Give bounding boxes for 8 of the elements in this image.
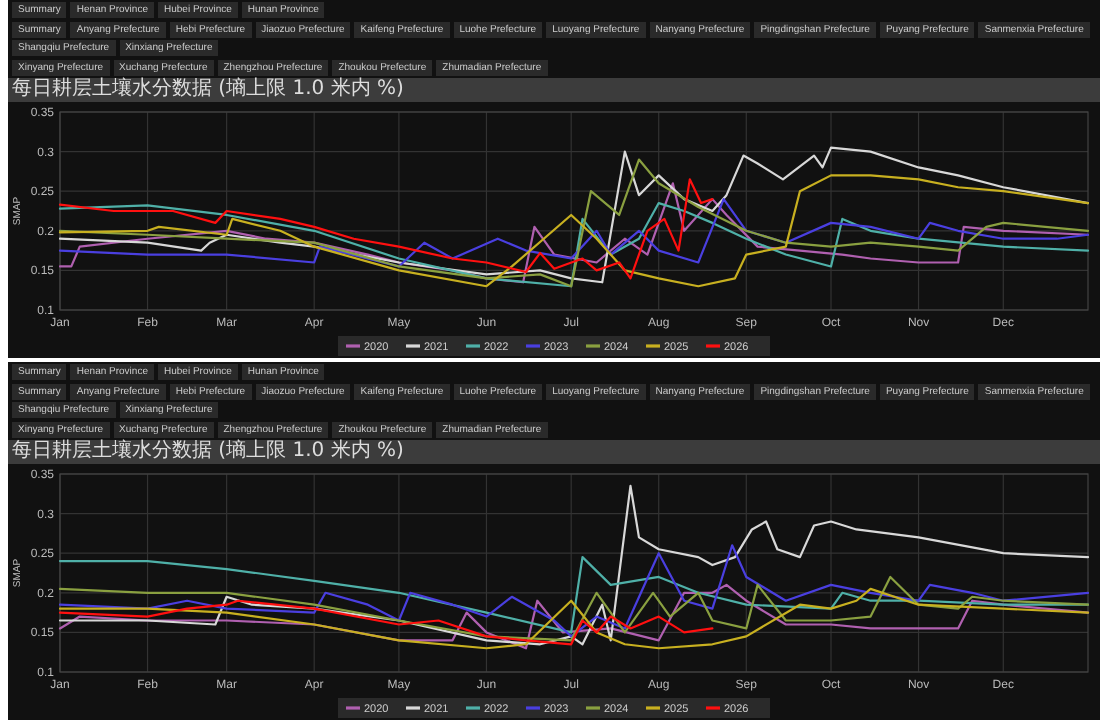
chart-title: 每日耕层土壤水分数据 (墒上限 1.0 米内 %) [8, 78, 1100, 102]
line-series [58, 198, 1090, 268]
chart-title: 每日耕层土壤水分数据 (墒上限 1.0 米内 %) [8, 440, 1100, 464]
line-series [58, 599, 714, 646]
line-series [58, 201, 1090, 288]
line-series [58, 178, 714, 280]
line-series [58, 544, 1090, 638]
line-series [58, 484, 1090, 646]
